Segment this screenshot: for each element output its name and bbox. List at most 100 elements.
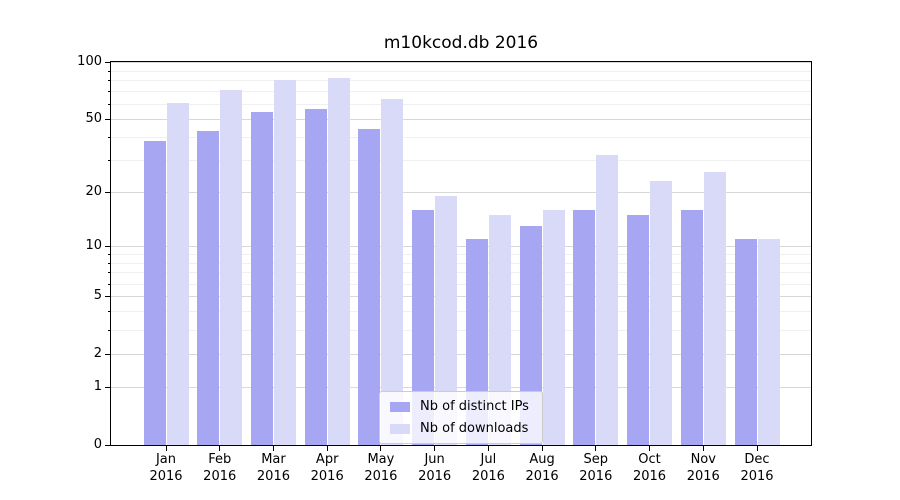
x-tick-label: Apr 2016 xyxy=(295,451,359,485)
y-tick-minor xyxy=(108,262,111,264)
x-tick-month: Oct xyxy=(638,452,661,467)
x-tick-year: 2016 xyxy=(310,469,344,484)
y-tick xyxy=(105,62,111,63)
chart-title: m10kcod.db 2016 xyxy=(383,33,539,53)
y-tick-minor xyxy=(108,70,111,72)
y-tick xyxy=(105,192,111,194)
x-tick-label: May 2016 xyxy=(349,451,413,485)
y-tick-minor xyxy=(108,283,111,285)
x-tick xyxy=(219,446,221,451)
bar-distinct-ips-dec xyxy=(734,238,757,445)
x-tick-year: 2016 xyxy=(525,469,559,484)
gridline-minor xyxy=(111,91,811,93)
bar-distinct-ips-sep xyxy=(573,209,596,445)
x-tick-month: Nov xyxy=(690,452,716,467)
bar-downloads-sep xyxy=(596,154,619,445)
bar-distinct-ips-oct xyxy=(627,214,650,445)
x-tick-month: Dec xyxy=(744,452,770,467)
x-tick xyxy=(541,446,543,451)
bar-downloads-may xyxy=(381,98,404,445)
x-tick-label: Aug 2016 xyxy=(510,451,574,485)
gridline-minor xyxy=(111,283,811,285)
x-tick xyxy=(487,446,489,451)
x-tick xyxy=(595,446,597,451)
x-tick-label: Oct 2016 xyxy=(618,451,682,485)
y-tick-minor xyxy=(108,80,111,82)
y-tick-label: 20 xyxy=(85,184,102,200)
y-tick-label: 5 xyxy=(93,288,102,304)
gridline-minor xyxy=(111,103,811,105)
bar-downloads-oct xyxy=(650,181,673,445)
gridline-major xyxy=(111,296,811,298)
x-tick-month: Aug xyxy=(529,452,555,467)
x-tick-month: Sep xyxy=(583,452,609,467)
x-tick-month: Mar xyxy=(261,452,286,467)
bar-distinct-ips-mar xyxy=(250,112,273,445)
gridline-major xyxy=(111,353,811,355)
x-tick-year: 2016 xyxy=(256,469,290,484)
legend-entry-distinct-ips: Nb of distinct IPs xyxy=(390,399,529,414)
x-tick-month: Feb xyxy=(208,452,232,467)
y-tick xyxy=(105,387,111,389)
bar-downloads-dec xyxy=(757,238,780,445)
legend-entry-downloads: Nb of downloads xyxy=(390,421,529,436)
gridline-minor xyxy=(111,262,811,264)
gridline-major xyxy=(111,118,811,120)
y-tick-minor xyxy=(108,91,111,93)
y-tick-minor xyxy=(108,311,111,313)
x-tick xyxy=(272,446,274,451)
legend-swatch-distinct-ips xyxy=(390,401,410,412)
y-tick-minor xyxy=(108,329,111,331)
y-tick-minor xyxy=(108,136,111,138)
y-tick-minor xyxy=(108,253,111,255)
bar-distinct-ips-nov xyxy=(680,209,703,445)
y-tick-label: 50 xyxy=(85,110,102,126)
gridline-major xyxy=(111,387,811,389)
bar-distinct-ips-apr xyxy=(304,109,327,445)
x-tick-year: 2016 xyxy=(686,469,720,484)
y-tick xyxy=(105,296,111,298)
legend-label-downloads: Nb of downloads xyxy=(420,421,529,436)
x-tick xyxy=(165,446,167,451)
y-tick-label: 100 xyxy=(77,54,102,69)
x-tick xyxy=(702,446,704,451)
x-tick-year: 2016 xyxy=(418,469,452,484)
x-tick-label: Feb 2016 xyxy=(188,451,252,485)
y-tick-minor xyxy=(108,272,111,274)
x-tick-month: Jul xyxy=(480,452,497,467)
bar-layer xyxy=(111,62,811,445)
grid-layer xyxy=(111,62,811,445)
bar-downloads-mar xyxy=(273,80,296,445)
plot-area: Nb of distinct IPs Nb of downloads xyxy=(110,61,812,446)
x-tick-label: Jan 2016 xyxy=(134,451,198,485)
bar-distinct-ips-aug xyxy=(519,226,542,445)
gridline-minor xyxy=(111,253,811,255)
gridline-major xyxy=(111,62,811,63)
x-tick xyxy=(380,446,382,451)
x-tick-year: 2016 xyxy=(149,469,183,484)
y-tick-label: 2 xyxy=(93,345,102,361)
gridline-minor xyxy=(111,70,811,72)
bar-distinct-ips-may xyxy=(358,129,381,445)
y-tick-label: 10 xyxy=(85,238,102,253)
x-tick-year: 2016 xyxy=(632,469,667,484)
x-tick-month: May xyxy=(367,452,395,467)
x-tick-month: Jun xyxy=(424,452,445,467)
bar-downloads-jun xyxy=(435,196,458,445)
y-tick xyxy=(105,445,111,446)
y-tick xyxy=(105,246,111,247)
bar-downloads-jul xyxy=(488,214,511,445)
x-tick-year: 2016 xyxy=(364,469,398,484)
x-tick-label: Jul 2016 xyxy=(456,451,520,485)
x-tick-year: 2016 xyxy=(579,469,613,484)
x-tick-label: Nov 2016 xyxy=(671,451,735,485)
gridline-major xyxy=(111,192,811,194)
bar-downloads-jan xyxy=(166,102,189,445)
gridline-minor xyxy=(111,311,811,313)
legend: Nb of distinct IPs Nb of downloads xyxy=(379,391,543,444)
bar-downloads-nov xyxy=(703,171,726,445)
bar-downloads-apr xyxy=(327,78,350,445)
x-tick-year: 2016 xyxy=(203,469,237,484)
y-tick-minor xyxy=(108,103,111,105)
gridline-minor xyxy=(111,272,811,274)
